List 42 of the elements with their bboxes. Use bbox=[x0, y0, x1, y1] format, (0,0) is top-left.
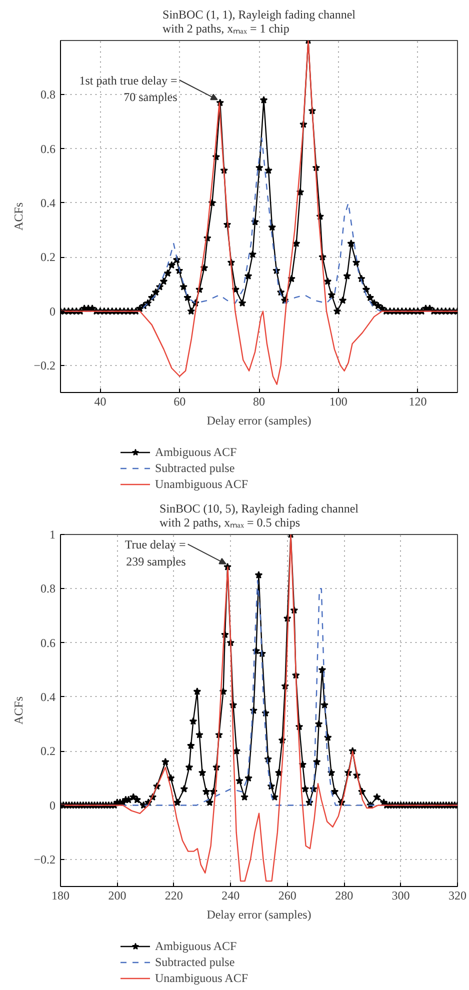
y-tick-label: 0.2 bbox=[40, 744, 56, 758]
legend-label: Unambiguous ACF bbox=[155, 476, 248, 492]
x-tick-label: 180 bbox=[52, 888, 70, 902]
x-tick-label: 40 bbox=[94, 394, 106, 408]
x-tick-label: 200 bbox=[108, 888, 126, 902]
y-tick-label: 0 bbox=[50, 798, 56, 812]
y-tick-label: −0.2 bbox=[34, 852, 56, 866]
x-tick-label: 280 bbox=[335, 888, 354, 902]
chart-title: SinBOC (1, 1), Rayleigh fading channel with 2 paths, xₘₐₓ = 1 chip bbox=[162, 8, 356, 36]
x-tick-label: 220 bbox=[164, 888, 183, 902]
y-axis-title: ACFs bbox=[12, 202, 26, 231]
legend-label: Ambiguous ACF bbox=[155, 938, 237, 954]
annotation: True delay = 239 samples bbox=[124, 538, 186, 568]
y-tick-label: 0.4 bbox=[40, 196, 56, 210]
y-tick-label: 0.6 bbox=[40, 636, 56, 650]
legend-label: Unambiguous ACF bbox=[155, 970, 248, 986]
y-tick-label: 0.6 bbox=[40, 142, 56, 156]
x-tick-label: 80 bbox=[253, 394, 265, 408]
legend-label: Subtracted pulse bbox=[155, 954, 235, 970]
x-tick-label: 100 bbox=[329, 394, 348, 408]
y-tick-label: 0.2 bbox=[40, 250, 56, 264]
y-tick-label: 0.8 bbox=[40, 582, 56, 596]
y-tick-label: 0.8 bbox=[40, 88, 56, 102]
x-tick-label: 60 bbox=[174, 394, 186, 408]
x-axis-title: Delay error (samples) bbox=[206, 908, 312, 922]
x-axis-title: Delay error (samples) bbox=[206, 414, 312, 428]
x-tick-label: 120 bbox=[408, 394, 427, 408]
line-series bbox=[60, 40, 458, 385]
legend-label: Ambiguous ACF bbox=[155, 444, 237, 460]
y-tick-label: 0 bbox=[50, 304, 56, 318]
x-tick-label: 300 bbox=[392, 888, 410, 902]
x-tick-label: 240 bbox=[222, 888, 240, 902]
x-tick-label: 260 bbox=[278, 888, 296, 902]
legend-label: Subtracted pulse bbox=[155, 460, 235, 476]
chart-title: SinBOC (10, 5), Rayleigh fading channel with 2 paths, xₘₐₓ = 0.5 chips bbox=[160, 502, 360, 530]
y-tick-label: 0.4 bbox=[40, 690, 56, 704]
line-series bbox=[60, 534, 458, 882]
annotation: 1st path true delay = 70 samples bbox=[79, 73, 178, 104]
y-axis-title: ACFs bbox=[12, 696, 26, 725]
x-tick-label: 320 bbox=[448, 888, 466, 902]
y-tick-label: 1 bbox=[50, 528, 56, 542]
y-tick-label: −0.2 bbox=[34, 358, 56, 372]
